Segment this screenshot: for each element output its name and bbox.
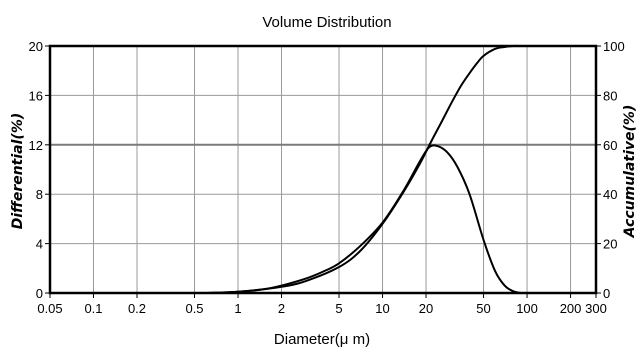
plot-frame <box>48 44 598 295</box>
x-tick-label: 1 <box>234 301 241 316</box>
grid-lines <box>49 45 597 294</box>
accumulative-series-line <box>204 44 522 294</box>
y2-tick-label: 20 <box>603 237 617 252</box>
y-axis-label: Differential(%) <box>10 113 26 230</box>
x-axis-label: Diameter(μ m) <box>274 331 370 348</box>
x-tick-label: 0.1 <box>84 301 102 316</box>
y-tick-label: 0 <box>36 286 43 301</box>
y2-tick-label: 60 <box>603 138 617 153</box>
x-tick-label: 0.5 <box>185 301 203 316</box>
y-tick-label: 16 <box>29 88 43 103</box>
series-layer <box>204 44 522 294</box>
y2-tick-label: 80 <box>603 88 617 103</box>
x-tick-label: 300 <box>585 301 607 316</box>
y-tick-label: 12 <box>29 138 43 153</box>
y2-tick-label: 0 <box>603 286 610 301</box>
x-tick-label: 50 <box>476 301 490 316</box>
chart-title: Volume Distribution <box>262 14 391 31</box>
y-tick-label: 20 <box>29 39 43 54</box>
y2-tick-label: 100 <box>603 39 625 54</box>
x-tick-label: 20 <box>419 301 433 316</box>
axis-ticks: 0.05 0.1 0.2 0.5 1 2 5 10 20 50 100 200 300048121620… <box>29 39 625 316</box>
y2-tick-label: 40 <box>603 187 617 202</box>
y-tick-label: 8 <box>36 187 43 202</box>
x-tick-label: 5 <box>335 301 342 316</box>
x-tick-label: 0.05 <box>37 301 62 316</box>
y2-axis-label: Accumulative(%) <box>622 105 638 239</box>
x-tick-label: 10 <box>375 301 389 316</box>
x-tick-label: 2 <box>278 301 285 316</box>
y-tick-label: 4 <box>36 237 43 252</box>
differential-series-line <box>204 144 522 294</box>
x-tick-label: 200 <box>560 301 582 316</box>
x-tick-label: 0.2 <box>128 301 146 316</box>
x-tick-label: 100 <box>516 301 538 316</box>
